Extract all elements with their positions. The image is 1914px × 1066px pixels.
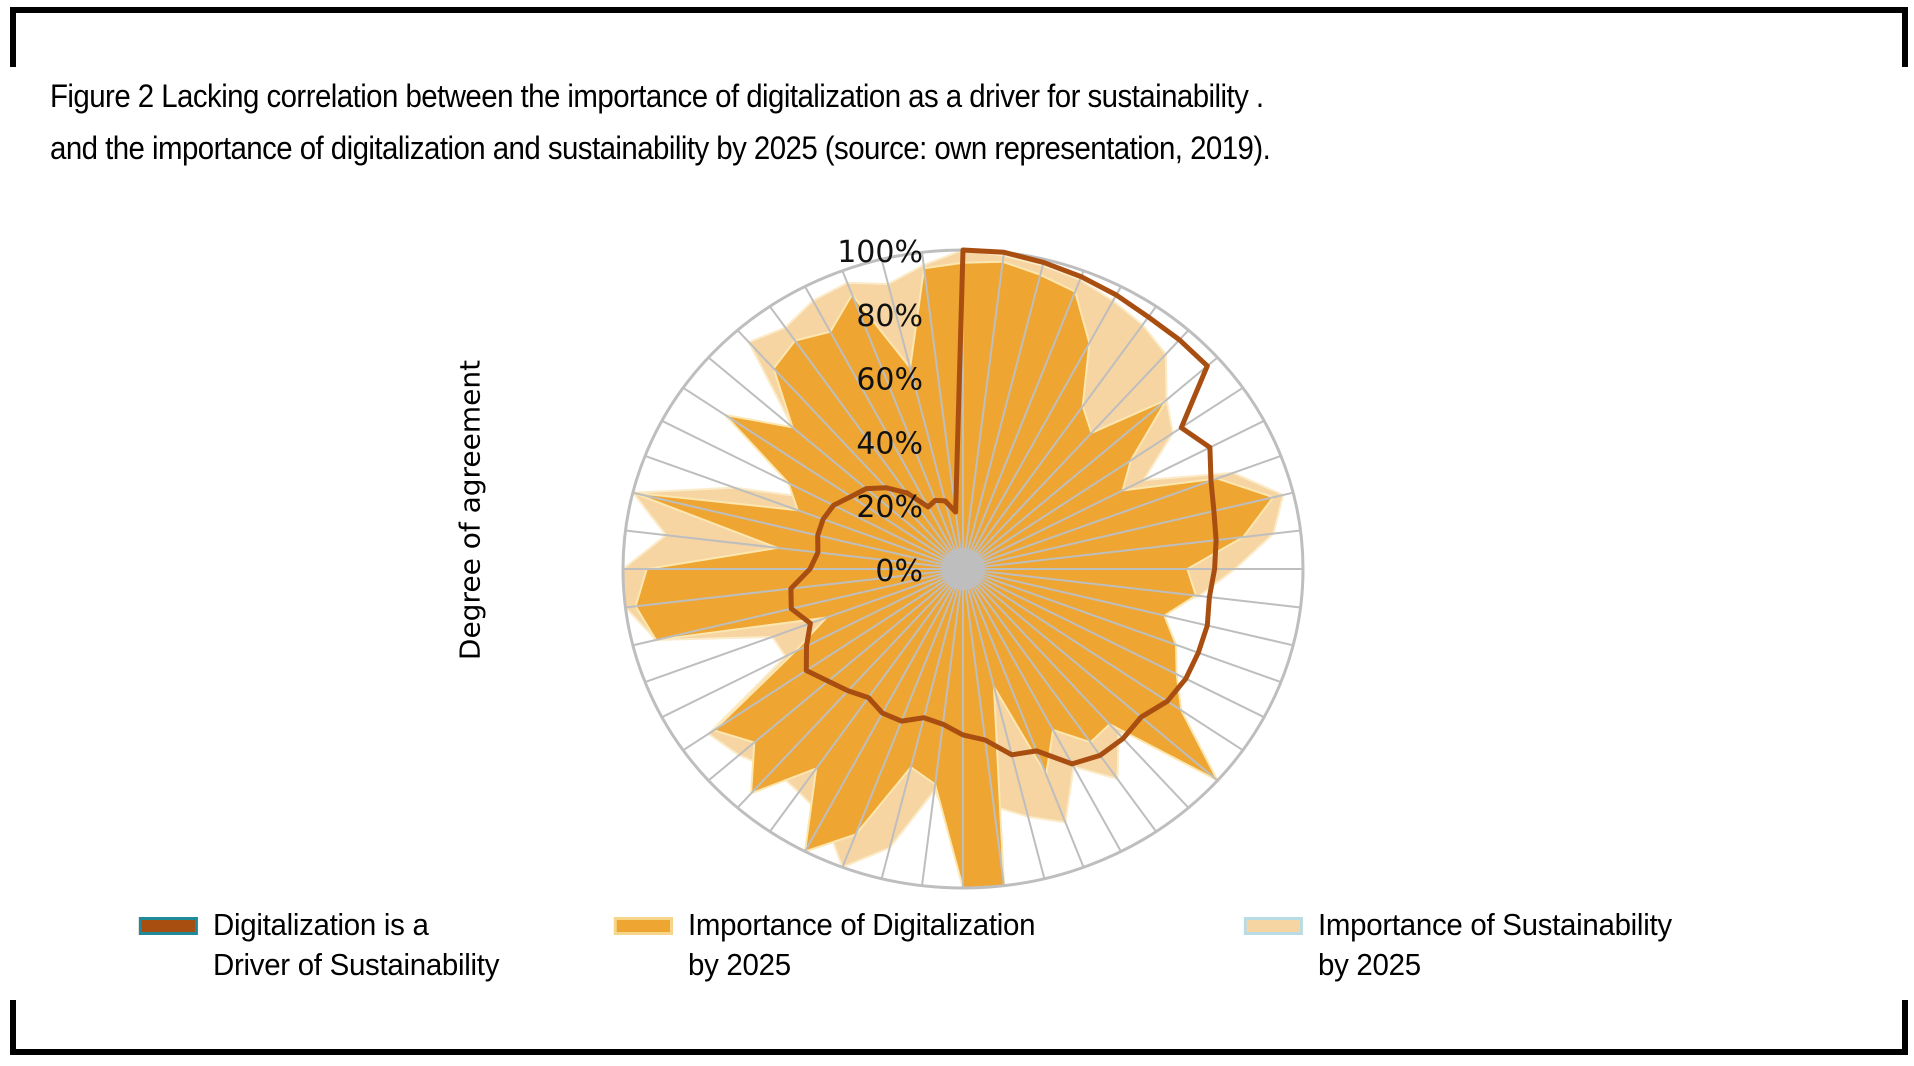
radar-spoke [962,568,1122,852]
radar-center-hub [941,548,985,590]
radar-spoke [841,568,964,868]
legend-item-sustainability[interactable]: Importance of Sustainability by 2025 [1243,905,1672,985]
radial-tick-label: 20% [856,490,923,525]
frame-top-border [10,7,1908,13]
radar-spoke [632,568,964,647]
radial-tick-label: 60% [856,363,923,398]
radar-spoke [707,356,964,570]
radar-spoke [962,568,1157,833]
radar-spoke [921,568,964,886]
frame-bottom-left-tick [10,1000,16,1055]
radar-spoke [962,419,1265,570]
series-driver [788,247,1219,767]
legend-swatch-driver [138,917,198,935]
radar-spoke [962,568,1282,684]
figure-caption-line-2: and the importance of digitalization and… [50,130,1271,166]
radar-spoke [644,454,964,570]
radar-spoke [682,568,964,752]
driver-line [788,247,1219,767]
radar-spoke [962,568,1244,752]
radar-spoke [962,386,1244,570]
legend-label-digitalization-line-2: by 2025 [688,947,791,982]
legend-item-digitalization[interactable]: Importance of Digitalization by 2025 [613,905,1036,985]
radar-spoke [880,259,964,570]
figure-caption-line-1: Figure 2 Lacking correlation between the… [50,78,1264,114]
radar-spoke [962,568,1294,647]
legend-label-sustainability-line-2: by 2025 [1318,947,1421,982]
radar-spoke [962,529,1301,570]
radar-spoke [962,568,1005,886]
legend-label-sustainability-line-1: Importance of Sustainability [1318,907,1672,942]
radar-spoke [962,568,1046,879]
frame-bottom-right-tick [1902,1000,1908,1055]
legend-swatch-sustainability [1243,917,1303,935]
radar-spoke [736,329,964,570]
radar-spoke [841,270,964,570]
radar-spoke [962,568,1190,809]
radar-spoke [769,305,964,570]
frame-top-left-tick [10,7,16,67]
radar-spoke [962,454,1282,570]
radial-tick-label: 0% [875,554,923,589]
radar-spoke [962,568,1301,609]
frame-bottom-border [10,1049,1908,1055]
radar-spoke [804,568,964,852]
radar-spoke [921,252,964,570]
radar-spoke [661,568,964,719]
legend-item-driver[interactable]: Digitalization is a Driver of Sustainabi… [138,905,500,985]
radar-spoke [962,568,1265,719]
radar-spoke [736,568,964,809]
radar-spoke [962,568,1085,868]
legend-swatch-digitalization [613,917,673,935]
radar-spoke [962,252,1005,570]
radar-spoke [962,286,1122,570]
radar-spoke [962,305,1157,570]
radar-spoke [707,568,964,782]
legend-label-digitalization-line-1: Importance of Digitalization [688,907,1036,942]
radar-spoke [682,386,964,570]
radar-spoke [804,286,964,570]
radar-spoke [962,270,1085,570]
radar-spoke [880,568,964,879]
radar-spoke [632,491,964,570]
legend-label-driver-line-1: Digitalization is a [213,907,429,942]
radar-spoke [769,568,964,833]
radar-spoke [962,259,1046,570]
radar-spoke [962,568,1219,782]
radar-spoke [962,356,1219,570]
radar-spoke [625,529,964,570]
radar-spoke [962,329,1190,570]
radial-tick-labels: 0% 20% 40% 60% 80% 100% [837,235,923,589]
legend-label-driver-line-2: Driver of Sustainability [213,947,500,982]
figure-caption: Figure 2 Lacking correlation between the… [50,70,1706,174]
radial-tick-label: 100% [837,235,923,270]
radar-grid [621,248,1305,890]
radar-spoke [962,491,1294,570]
radar-spoke [661,419,964,570]
radial-tick-label: 40% [856,426,923,461]
frame-top-right-tick [1902,7,1908,67]
radar-spoke [644,568,964,684]
radial-tick-label: 80% [856,299,923,334]
